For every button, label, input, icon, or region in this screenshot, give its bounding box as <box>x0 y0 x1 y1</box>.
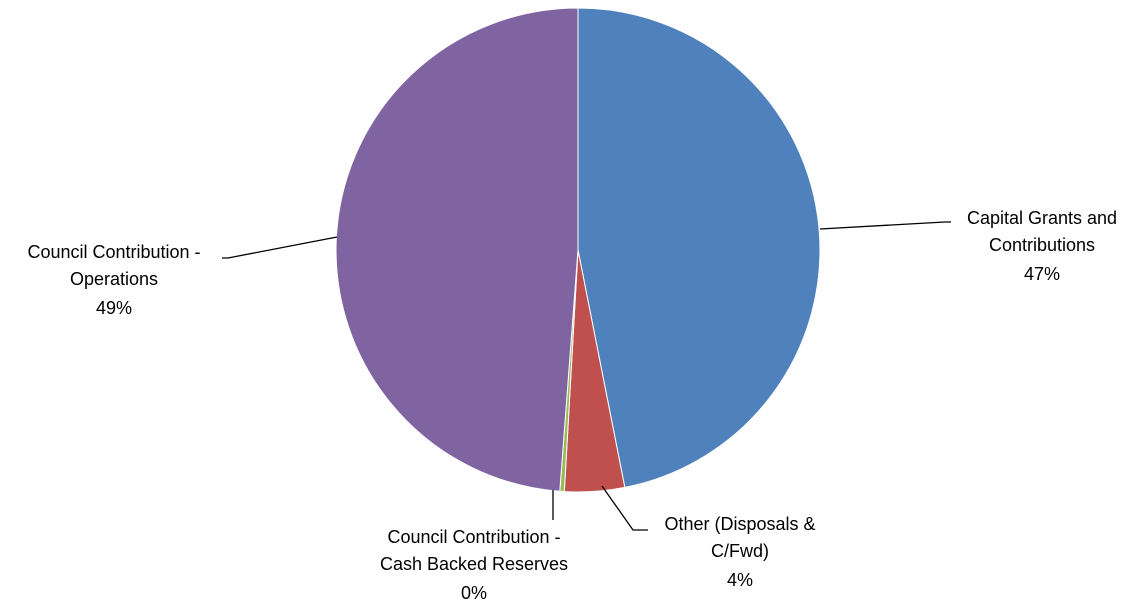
slice-label-line-2: Operations <box>70 269 158 289</box>
slice-label-line-1: Capital Grants and <box>967 208 1117 228</box>
slice-label-line-2: C/Fwd) <box>711 541 769 561</box>
pie-slice-capital-grants <box>577 7 821 489</box>
slice-percent-label: 47% <box>1024 264 1060 284</box>
pie-slices <box>335 7 821 493</box>
leader-line-other <box>601 485 648 531</box>
slice-label-operations: Council Contribution - Operations 49% <box>27 242 200 318</box>
leader-line-capital-grants <box>819 221 951 230</box>
leader-lines <box>222 221 951 531</box>
slice-label-line-1: Council Contribution - <box>387 527 560 547</box>
pie-slice-operations <box>335 7 579 492</box>
slice-label-line-2: Cash Backed Reserves <box>380 554 568 574</box>
slice-label-line-1: Council Contribution - <box>27 242 200 262</box>
slice-percent-label: 49% <box>96 298 132 318</box>
slice-label-other: Other (Disposals & C/Fwd) 4% <box>664 514 815 590</box>
slice-percent-label: 0% <box>461 583 487 603</box>
slice-label-line-1: Other (Disposals & <box>664 514 815 534</box>
slice-label-capital-grants: Capital Grants and Contributions 47% <box>967 208 1117 284</box>
slice-percent-label: 4% <box>727 570 753 590</box>
slice-label-cash-backed-reserves: Council Contribution - Cash Backed Reser… <box>380 527 568 603</box>
slice-label-line-2: Contributions <box>989 235 1095 255</box>
leader-line-operations <box>222 236 338 259</box>
